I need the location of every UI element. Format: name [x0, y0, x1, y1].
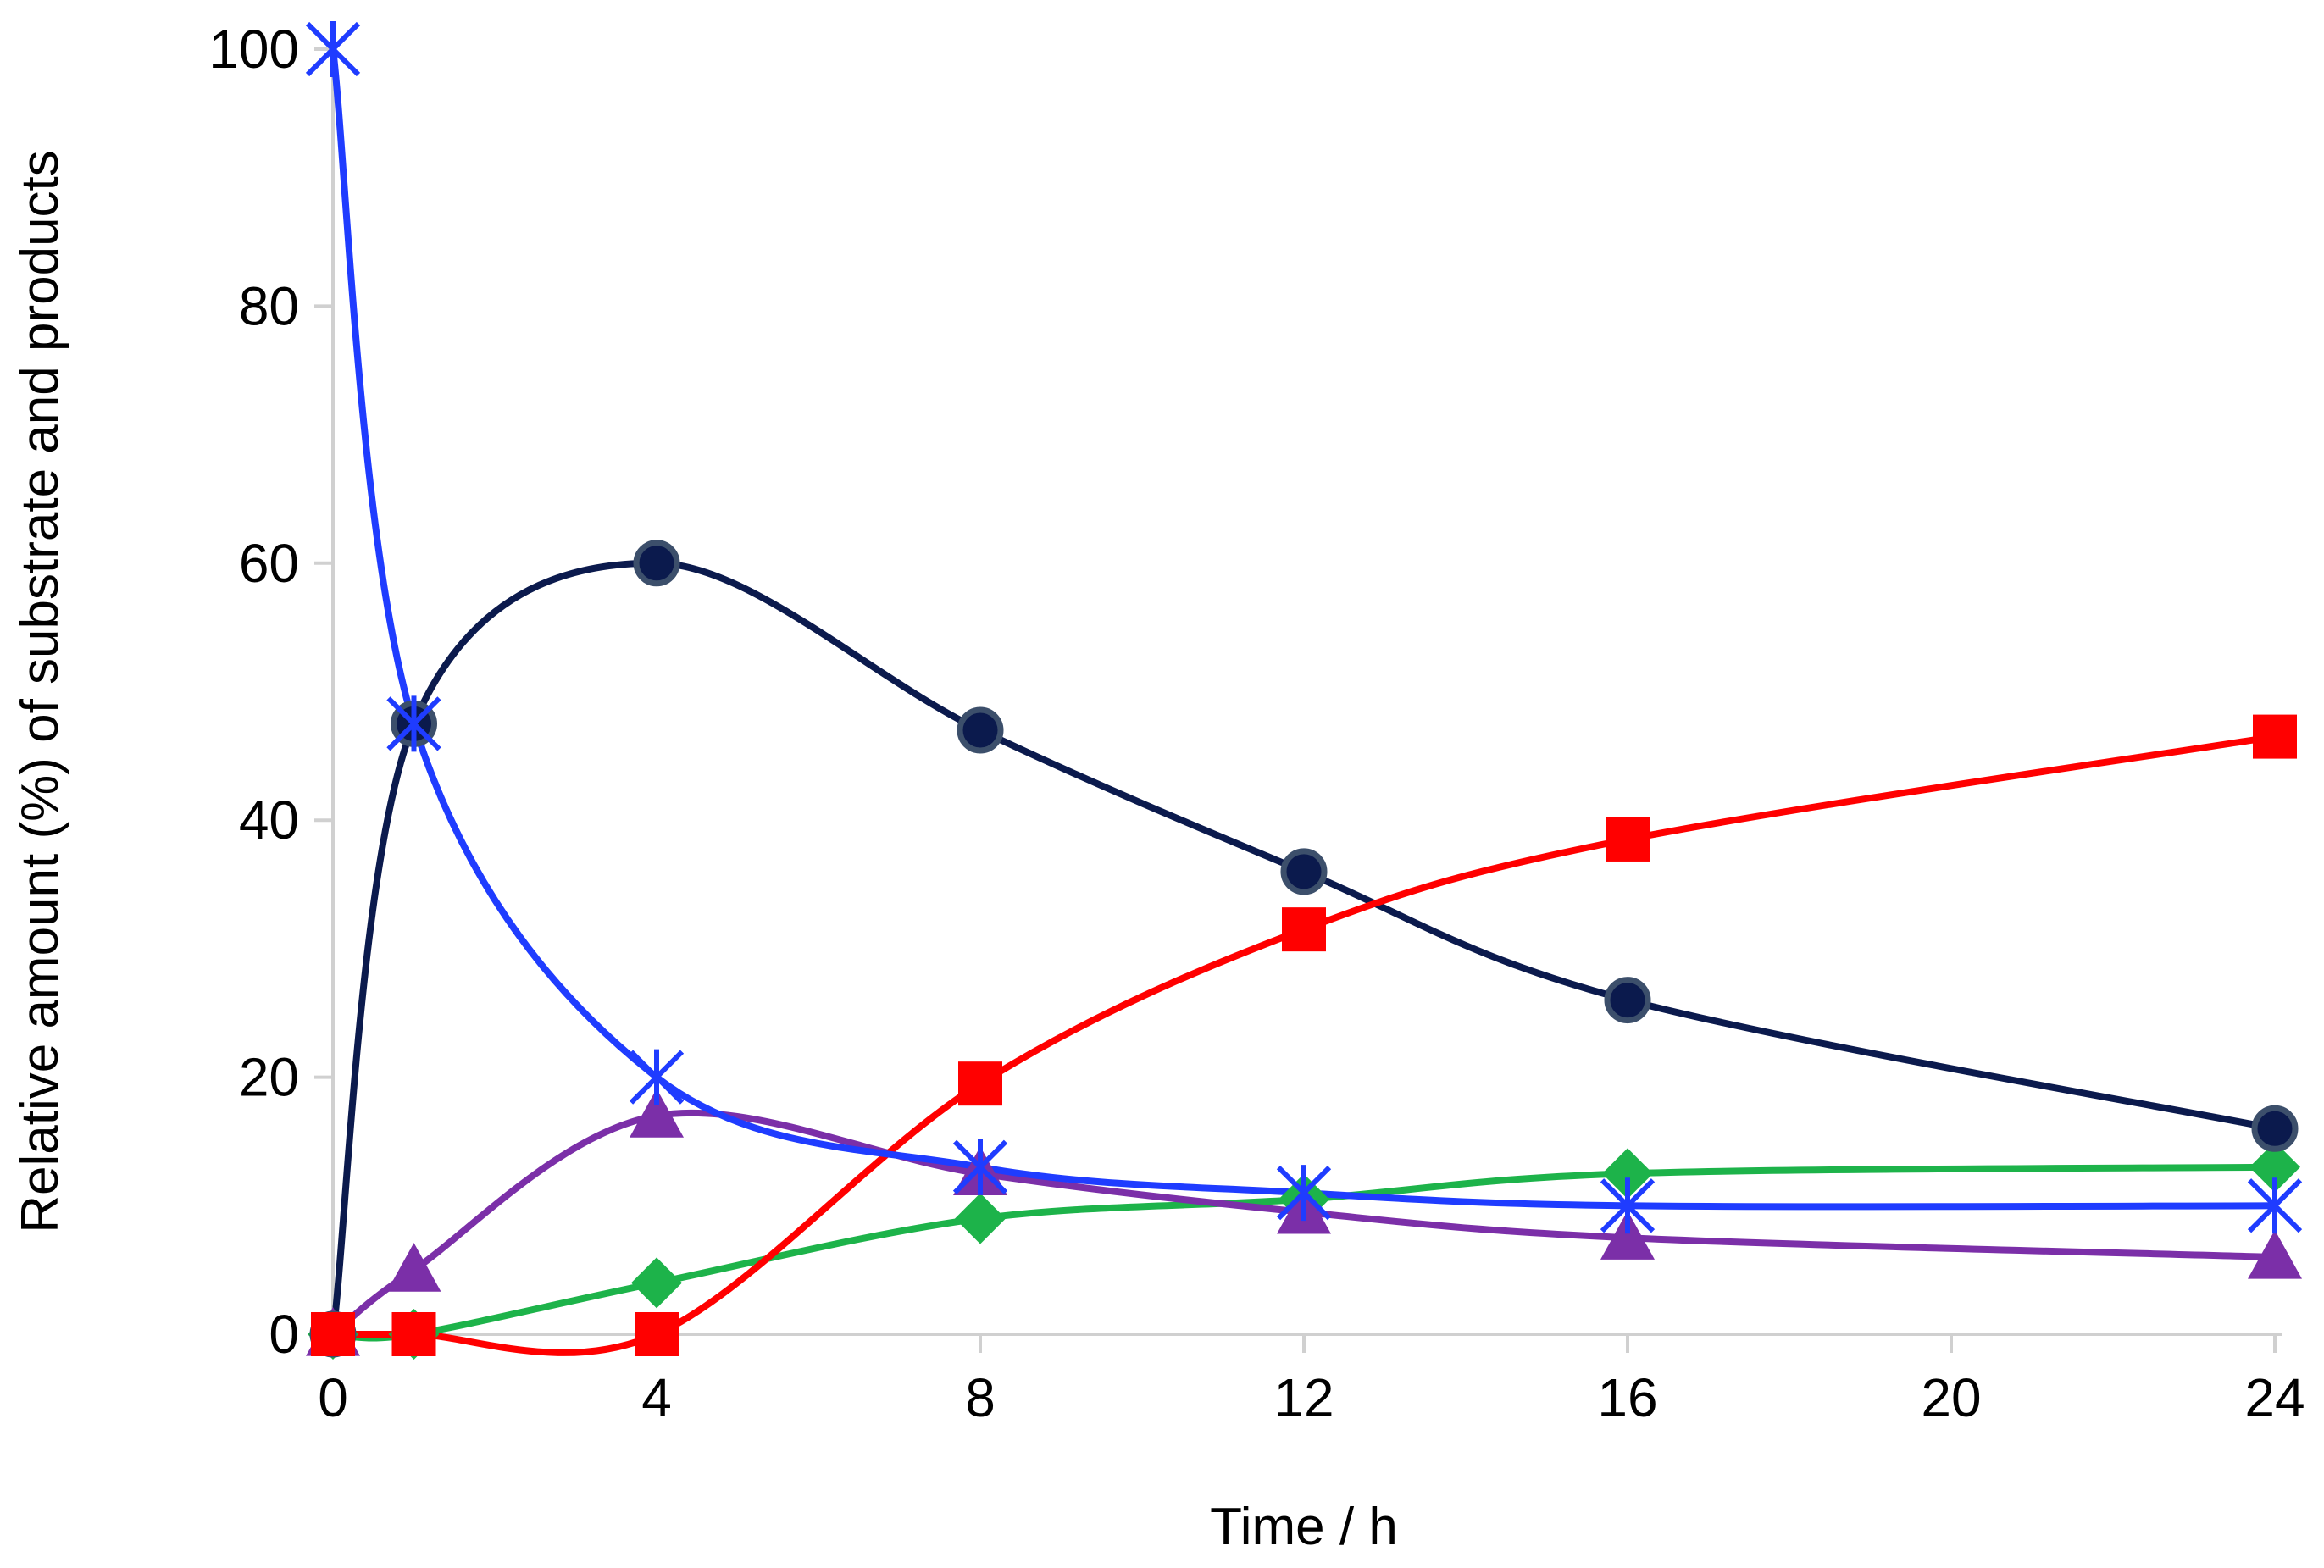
data-point-product-triangle — [1600, 1211, 1655, 1260]
y-tick-label: 80 — [239, 275, 299, 336]
data-point-substrate — [386, 695, 441, 752]
data-point-product-diamond — [1602, 1148, 1653, 1200]
y-tick-label: 40 — [239, 790, 299, 850]
series-lines — [330, 46, 2278, 1356]
data-point-product-square — [311, 1312, 355, 1356]
y-tick-label: 0 — [269, 1304, 299, 1365]
x-tick-label: 20 — [1921, 1367, 1981, 1428]
data-point-product-triangle — [386, 1243, 441, 1292]
data-point-product-diamond — [955, 1193, 1006, 1244]
chart-axes — [314, 42, 2282, 1353]
data-point-substrate — [1276, 1165, 1332, 1222]
x-tick-label: 8 — [965, 1367, 996, 1428]
data-point-intermediate — [1604, 977, 1651, 1024]
data-point-substrate — [305, 21, 361, 77]
data-point-product-square — [635, 1312, 679, 1356]
data-point-intermediate — [1280, 848, 1328, 895]
x-tick-label: 16 — [1597, 1367, 1657, 1428]
tick-labels: 0 20 40 60 80 100 0 4 8 12 16 20 24 — [208, 19, 2305, 1428]
series-markers — [305, 21, 2303, 1360]
data-point-product-square — [1606, 817, 1650, 862]
series-line-substrate — [330, 46, 2278, 1211]
data-point-product-diamond — [2249, 1141, 2300, 1193]
y-tick-label: 60 — [239, 533, 299, 594]
data-point-substrate — [952, 1139, 1008, 1195]
data-point-product-diamond — [631, 1257, 682, 1309]
data-point-product-triangle — [630, 1089, 684, 1138]
series-line-product-diamond — [330, 1163, 2278, 1342]
data-point-intermediate — [2251, 1105, 2299, 1152]
series-line-product-triangle — [330, 1109, 2278, 1338]
data-point-intermediate — [957, 706, 1004, 754]
y-axis-title: Relative amount (%) of substrate and pro… — [11, 150, 69, 1233]
x-axis-title: Time / h — [1210, 1498, 1398, 1556]
data-point-product-square — [1282, 907, 1326, 952]
x-tick-label: 24 — [2244, 1367, 2305, 1428]
data-point-product-square — [391, 1312, 436, 1356]
data-point-substrate — [2247, 1177, 2303, 1234]
x-tick-label: 4 — [641, 1367, 672, 1428]
data-point-product-triangle — [2248, 1229, 2302, 1279]
y-tick-label: 20 — [239, 1047, 299, 1108]
x-tick-label: 12 — [1273, 1367, 1334, 1428]
series-line-product-square — [330, 733, 2278, 1356]
y-tick-label: 100 — [208, 19, 299, 80]
data-point-intermediate — [633, 540, 680, 587]
data-point-product-square — [2253, 714, 2297, 759]
data-point-product-square — [958, 1061, 1002, 1106]
x-tick-label: 0 — [318, 1367, 348, 1428]
data-point-substrate — [1600, 1177, 1656, 1234]
data-point-substrate — [629, 1049, 685, 1105]
